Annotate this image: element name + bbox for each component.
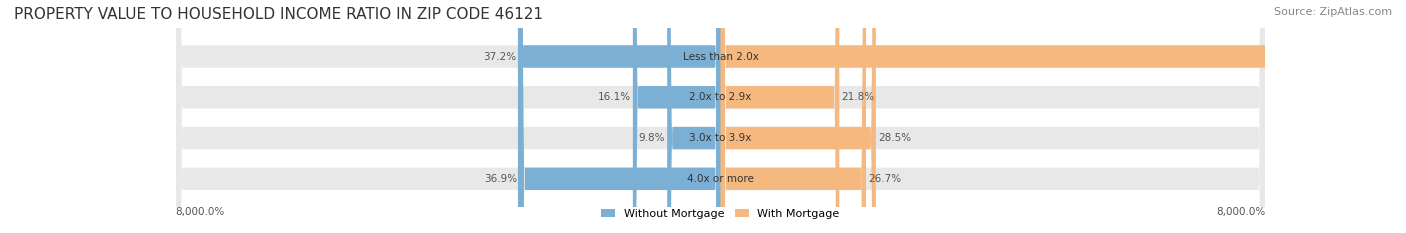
Text: 28.5%: 28.5% bbox=[877, 133, 911, 143]
FancyBboxPatch shape bbox=[176, 0, 1265, 233]
Text: Less than 2.0x: Less than 2.0x bbox=[683, 51, 758, 62]
FancyBboxPatch shape bbox=[517, 0, 721, 233]
Text: 2.0x to 2.9x: 2.0x to 2.9x bbox=[689, 92, 752, 102]
FancyBboxPatch shape bbox=[721, 0, 1406, 233]
FancyBboxPatch shape bbox=[668, 0, 721, 233]
Text: PROPERTY VALUE TO HOUSEHOLD INCOME RATIO IN ZIP CODE 46121: PROPERTY VALUE TO HOUSEHOLD INCOME RATIO… bbox=[14, 7, 543, 22]
Text: 16.1%: 16.1% bbox=[598, 92, 631, 102]
Text: 3.0x to 3.9x: 3.0x to 3.9x bbox=[689, 133, 752, 143]
FancyBboxPatch shape bbox=[520, 0, 721, 233]
Text: 8,000.0%: 8,000.0% bbox=[1216, 207, 1265, 216]
FancyBboxPatch shape bbox=[721, 0, 839, 233]
FancyBboxPatch shape bbox=[633, 0, 721, 233]
Text: Source: ZipAtlas.com: Source: ZipAtlas.com bbox=[1274, 7, 1392, 17]
FancyBboxPatch shape bbox=[176, 0, 1265, 233]
FancyBboxPatch shape bbox=[721, 0, 866, 233]
Text: 8,000.0%: 8,000.0% bbox=[176, 207, 225, 216]
Legend: Without Mortgage, With Mortgage: Without Mortgage, With Mortgage bbox=[598, 204, 844, 223]
Text: 4.0x or more: 4.0x or more bbox=[688, 174, 754, 184]
Text: 36.9%: 36.9% bbox=[484, 174, 517, 184]
FancyBboxPatch shape bbox=[176, 0, 1265, 233]
Text: 26.7%: 26.7% bbox=[868, 174, 901, 184]
Text: 21.8%: 21.8% bbox=[841, 92, 875, 102]
Text: 9.8%: 9.8% bbox=[638, 133, 665, 143]
FancyBboxPatch shape bbox=[721, 0, 876, 233]
Text: 37.2%: 37.2% bbox=[482, 51, 516, 62]
FancyBboxPatch shape bbox=[176, 0, 1265, 233]
